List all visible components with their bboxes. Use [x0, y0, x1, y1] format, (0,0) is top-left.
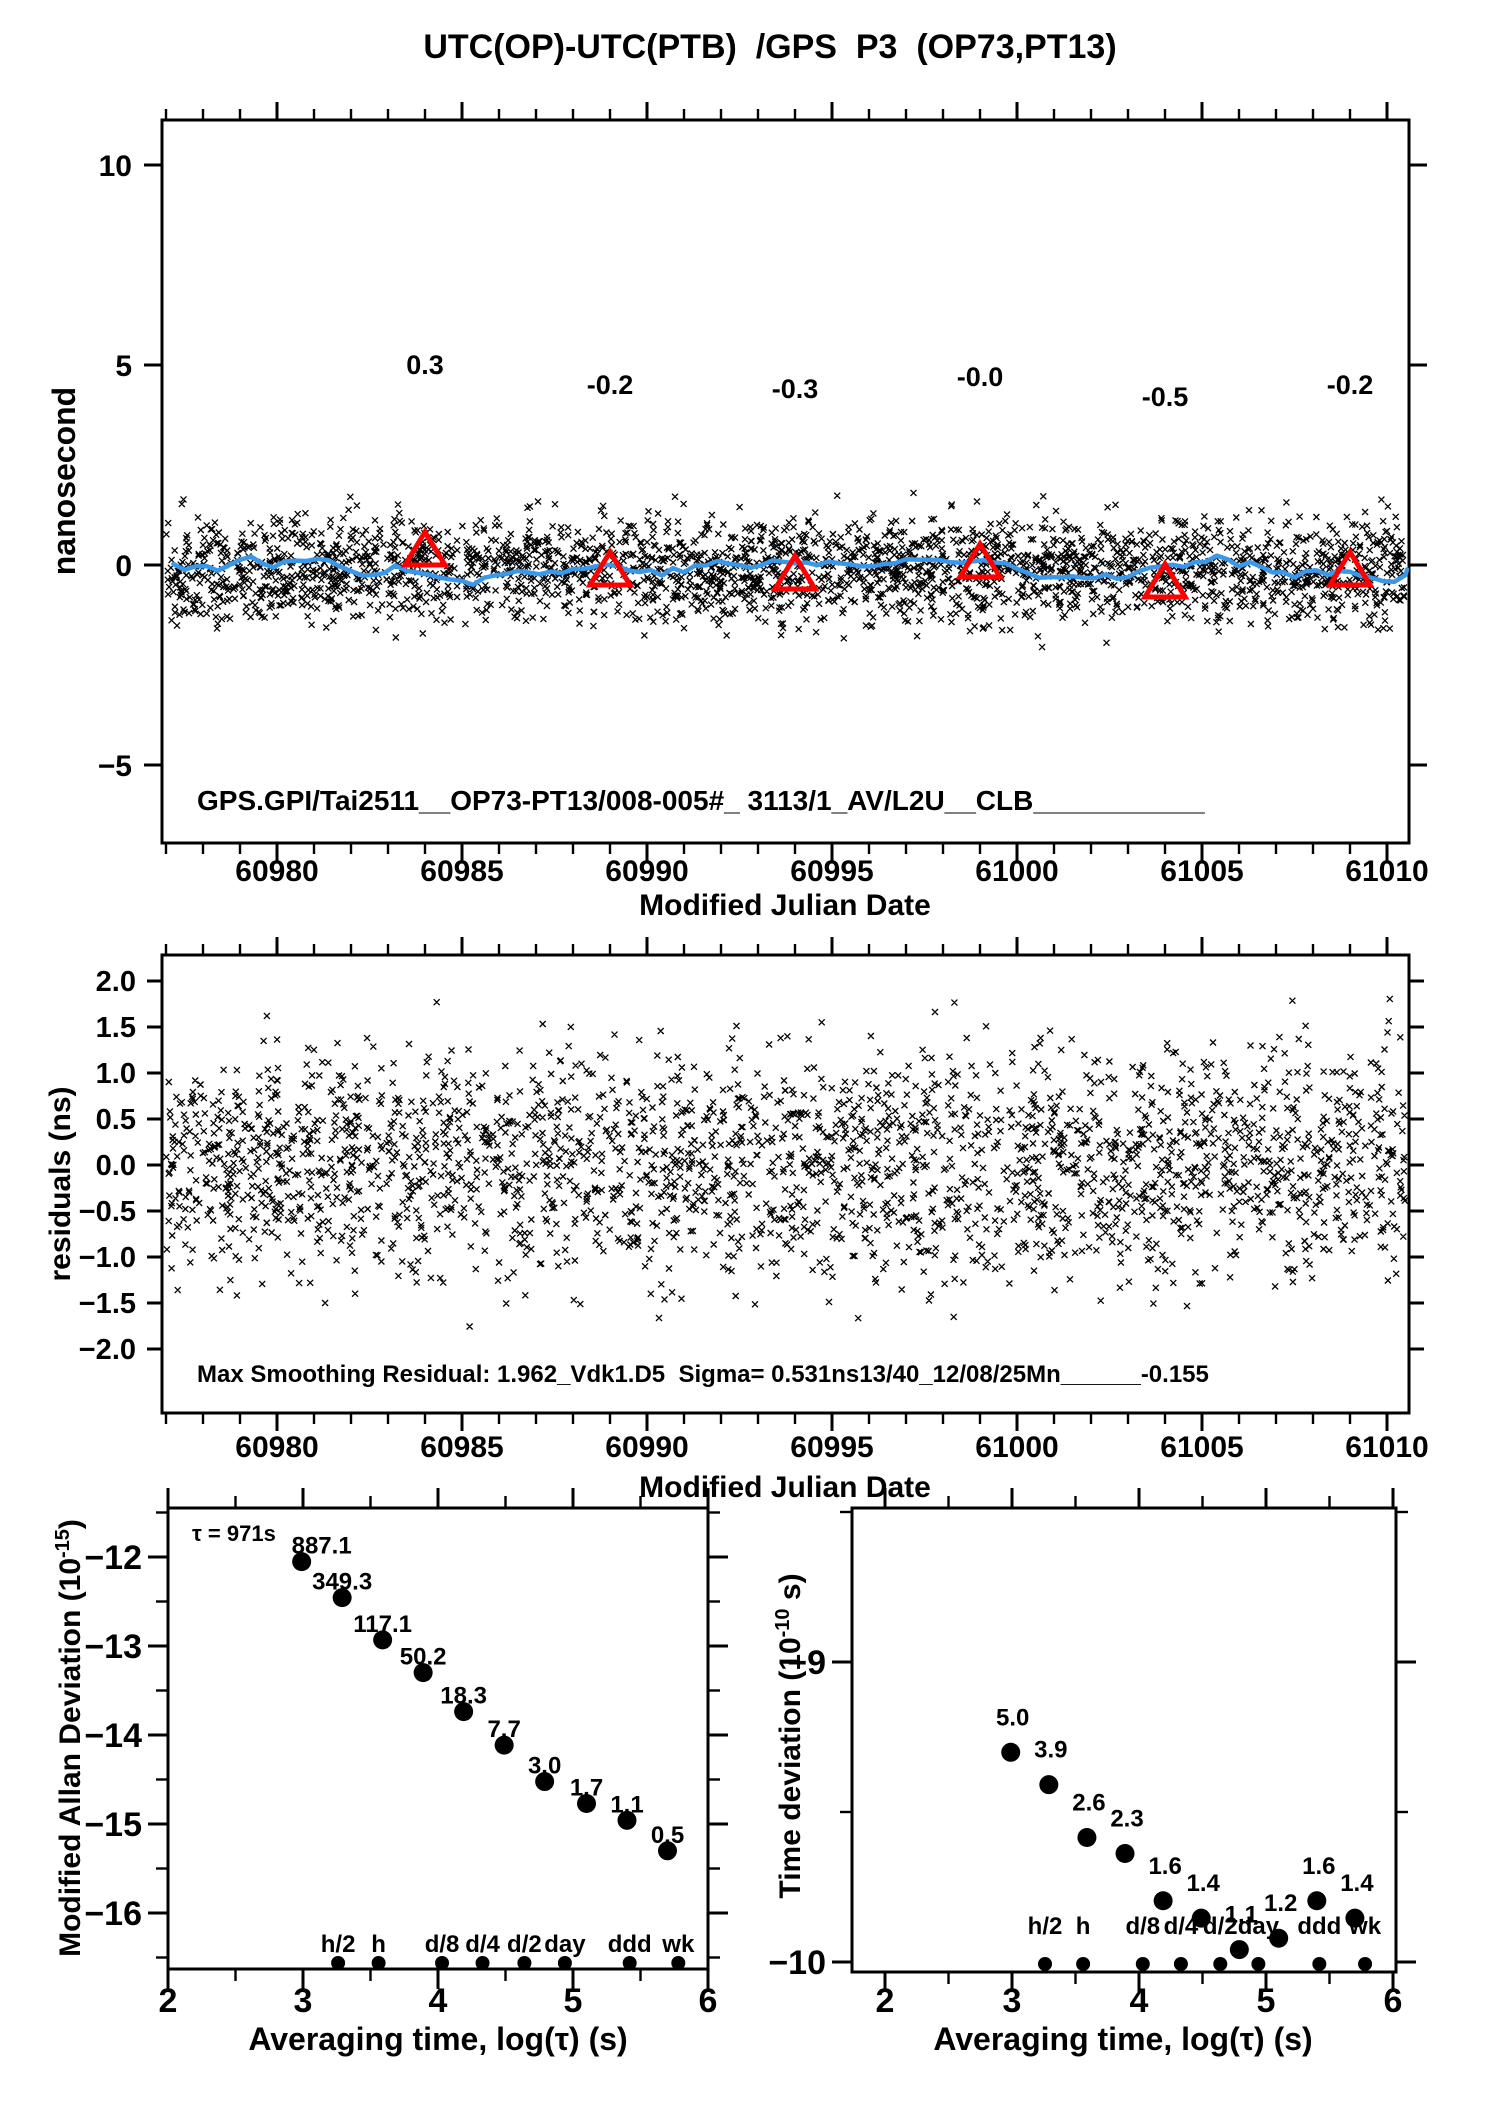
svg-text:61005: 61005	[1160, 1431, 1243, 1464]
svg-text:60980: 60980	[235, 1431, 318, 1464]
svg-text:2.6: 2.6	[1072, 1790, 1105, 1817]
svg-text:60990: 60990	[605, 855, 688, 888]
svg-text:6: 6	[1384, 1982, 1403, 2020]
svg-text:61000: 61000	[975, 1431, 1058, 1464]
svg-text:1.2: 1.2	[1264, 1890, 1297, 1917]
svg-text:−13: −13	[84, 1628, 142, 1666]
svg-text:18.3: 18.3	[440, 1683, 487, 1710]
top-annotation: GPS.GPI/Tai2511__OP73-PT13/008-005#_ 311…	[197, 785, 1205, 816]
svg-text:d/4: d/4	[465, 1931, 500, 1958]
svg-text:h/2: h/2	[321, 1931, 356, 1958]
svg-text:6: 6	[699, 1982, 718, 2020]
svg-text:−5: −5	[98, 750, 132, 783]
svg-text:60990: 60990	[605, 1431, 688, 1464]
svg-text:1.6: 1.6	[1302, 1853, 1335, 1880]
svg-text:1.7: 1.7	[570, 1774, 603, 1801]
svg-text:5.0: 5.0	[996, 1704, 1029, 1731]
svg-text:1.6: 1.6	[1148, 1853, 1181, 1880]
madev-x-axis-label: Averaging time, log(τ) (s)	[248, 2021, 627, 2057]
svg-text:d/8: d/8	[1125, 1913, 1160, 1940]
svg-text:0.3: 0.3	[406, 350, 444, 380]
svg-text:1.4: 1.4	[1340, 1870, 1374, 1897]
svg-text:1.1: 1.1	[1225, 1902, 1258, 1929]
chart-layers: 60980 60985 60990 60995 61000 61005 61010 10 5 0 −…	[79, 102, 1429, 2020]
svg-text:−2.0: −2.0	[79, 1334, 136, 1366]
svg-text:5: 5	[564, 1982, 583, 2020]
svg-text:61000: 61000	[975, 855, 1058, 888]
svg-text:5: 5	[1257, 1982, 1276, 2020]
svg-text:0: 0	[115, 550, 132, 583]
svg-text:10: 10	[99, 150, 132, 183]
svg-text:3: 3	[294, 1982, 313, 2020]
svg-text:-0.2: -0.2	[587, 370, 634, 400]
residuals-x-axis-label: Modified Julian Date	[639, 1471, 931, 1504]
tdev-x-axis-label: Averaging time, log(τ) (s)	[933, 2021, 1312, 2057]
svg-text:-0.2: -0.2	[1327, 370, 1374, 400]
svg-text:0.5: 0.5	[651, 1822, 684, 1849]
svg-text:-0.3: -0.3	[772, 374, 819, 404]
svg-text:50.2: 50.2	[400, 1644, 447, 1671]
svg-text:h/2: h/2	[1028, 1913, 1063, 1940]
svg-text:−10: −10	[768, 1944, 826, 1982]
svg-text:61010: 61010	[1345, 1431, 1428, 1464]
svg-text:2: 2	[876, 1982, 895, 2020]
svg-text:2.3: 2.3	[1110, 1805, 1143, 1832]
svg-text:117.1: 117.1	[353, 1611, 412, 1638]
svg-text:3: 3	[1003, 1982, 1022, 2020]
svg-text:d/8: d/8	[425, 1931, 460, 1958]
svg-text:7.7: 7.7	[487, 1716, 520, 1743]
madev-y-axis-label: Modified Allan Deviation (10-15)	[52, 1519, 87, 1957]
svg-text:-0.0: -0.0	[957, 362, 1004, 392]
svg-text:−16: −16	[84, 1895, 142, 1933]
madev-tau-note: τ = 971s	[192, 1521, 276, 1546]
svg-text:−14: −14	[84, 1717, 142, 1755]
residuals-y-axis-label: residuals (ns)	[44, 1086, 77, 1281]
svg-text:2: 2	[159, 1982, 178, 2020]
svg-text:1.0: 1.0	[96, 1058, 136, 1090]
svg-text:−9: −9	[787, 1644, 826, 1682]
svg-text:61010: 61010	[1345, 855, 1428, 888]
svg-text:60980: 60980	[235, 855, 318, 888]
svg-text:4: 4	[429, 1982, 448, 2020]
svg-text:−0.5: −0.5	[79, 1196, 136, 1228]
svg-text:h: h	[1076, 1913, 1091, 1940]
tdev-y-axis-label: Time deviation (10-10 s)	[772, 1573, 807, 1898]
svg-text:ddd: ddd	[1297, 1913, 1341, 1940]
svg-text:1.5: 1.5	[96, 1012, 136, 1044]
svg-text:−1.5: −1.5	[79, 1288, 136, 1320]
svg-text:60995: 60995	[790, 855, 873, 888]
svg-text:3.9: 3.9	[1034, 1737, 1067, 1764]
top-y-axis-label: nanosecond	[46, 387, 82, 575]
svg-text:ddd: ddd	[608, 1931, 652, 1958]
svg-text:d/2: d/2	[507, 1931, 542, 1958]
svg-text:3.0: 3.0	[528, 1753, 561, 1780]
svg-text:4: 4	[1130, 1982, 1149, 2020]
svg-text:-0.5: -0.5	[1142, 382, 1189, 412]
svg-text:0.0: 0.0	[96, 1150, 136, 1182]
residuals-annotation: Max Smoothing Residual: 1.962_Vdk1.D5 Si…	[197, 1361, 1209, 1388]
svg-text:60995: 60995	[790, 1431, 873, 1464]
svg-text:wk: wk	[661, 1931, 695, 1958]
svg-text:1.1: 1.1	[610, 1791, 643, 1818]
svg-text:61005: 61005	[1160, 855, 1243, 888]
svg-text:0.5: 0.5	[96, 1104, 136, 1136]
svg-text:−15: −15	[84, 1806, 142, 1844]
svg-text:60985: 60985	[420, 1431, 503, 1464]
svg-text:1.4: 1.4	[1187, 1870, 1221, 1897]
svg-text:day: day	[544, 1931, 586, 1958]
svg-text:60985: 60985	[420, 855, 503, 888]
figure-title: UTC(OP)-UTC(PTB) /GPS P3 (OP73,PT13)	[423, 28, 1116, 66]
svg-text:h: h	[371, 1931, 386, 1958]
svg-text:349.3: 349.3	[312, 1569, 372, 1596]
svg-text:−12: −12	[84, 1539, 142, 1577]
svg-text:−1.0: −1.0	[79, 1242, 136, 1274]
svg-text:2.0: 2.0	[96, 966, 136, 998]
svg-text:5: 5	[115, 350, 132, 383]
svg-text:887.1: 887.1	[292, 1533, 352, 1560]
top-x-axis-label: Modified Julian Date	[639, 889, 931, 922]
